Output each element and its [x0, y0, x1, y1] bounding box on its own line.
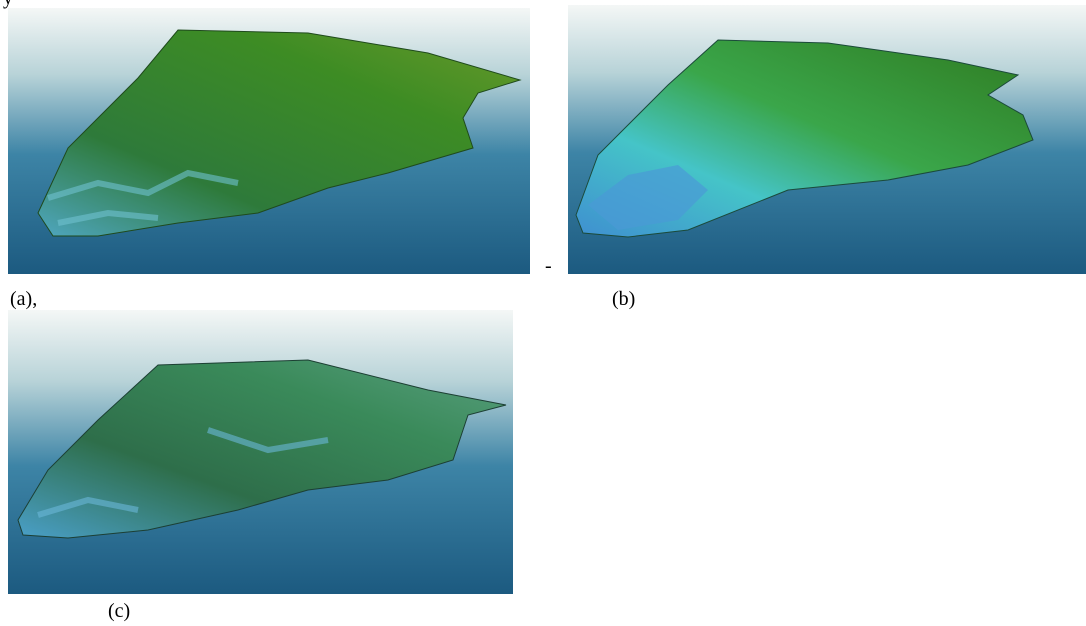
- text-fragment: -: [545, 255, 552, 277]
- panel-label: (b): [612, 288, 636, 310]
- valley: [47, 169, 239, 226]
- panel-label: (c): [108, 600, 131, 622]
- text-fragment: y: [3, 0, 13, 8]
- terrain-render-c: [8, 310, 513, 594]
- panel-label: (a),: [10, 288, 38, 310]
- terrain-render-b: [568, 5, 1086, 274]
- lowland: [588, 165, 708, 230]
- terrain-render-a: [8, 8, 530, 274]
- valley: [37, 427, 329, 518]
